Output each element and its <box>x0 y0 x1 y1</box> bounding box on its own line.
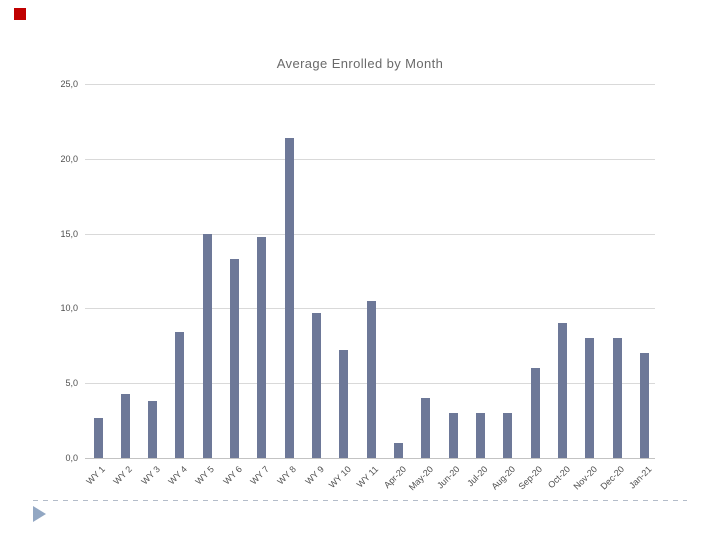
chart-title: Average Enrolled by Month <box>276 56 444 71</box>
chart-bar-wy-4 <box>175 332 184 458</box>
chart-bar-oct-20 <box>558 323 567 458</box>
chart-bar-wy-5 <box>203 234 212 458</box>
x-axis-tick-label: Nov-20 <box>571 464 600 492</box>
x-axis-tick-label: WY 1 <box>84 464 108 487</box>
chart-bar-aug-20 <box>503 413 512 458</box>
chart-bar-apr-20 <box>394 443 403 458</box>
x-axis-tick-label: Jul-20 <box>465 464 491 489</box>
y-axis-tick-label: 15,0 <box>60 229 78 239</box>
chart-bar-sep-20 <box>531 368 540 458</box>
chart-bar-jul-20 <box>476 413 485 458</box>
x-axis-tick-label: WY 8 <box>275 464 299 487</box>
y-axis-tick-label: 20,0 <box>60 154 78 164</box>
gridline <box>85 234 655 235</box>
x-axis-tick-label: WY 5 <box>193 464 217 487</box>
y-axis-tick-label: 5,0 <box>65 378 78 388</box>
x-axis-tick-label: May-20 <box>406 464 436 493</box>
x-axis-tick-label: Jun-20 <box>435 464 463 491</box>
x-axis-line <box>85 458 655 459</box>
y-axis-tick-label: 10,0 <box>60 303 78 313</box>
chart-bar-wy-11 <box>367 301 376 458</box>
x-axis-tick-label: Oct-20 <box>545 464 573 491</box>
y-axis-tick-label: 0,0 <box>65 453 78 463</box>
x-axis-tick-label: Apr-20 <box>381 464 409 491</box>
x-axis-tick-label: WY 3 <box>139 464 163 487</box>
x-axis-tick-label: Sep-20 <box>516 464 545 492</box>
chart-bar-jan-21 <box>640 353 649 458</box>
x-axis-tick-label: Aug-20 <box>489 464 518 492</box>
play-triangle-bullet-icon <box>33 506 46 522</box>
x-axis-tick-label: Jan-21 <box>627 464 655 491</box>
chart-bar-wy-3 <box>148 401 157 458</box>
chart-bar-wy-8 <box>285 138 294 458</box>
slide-divider-dashed-line <box>33 500 687 501</box>
y-axis-tick-label: 25,0 <box>60 79 78 89</box>
x-axis-tick-label: WY 10 <box>327 464 354 491</box>
x-axis-tick-label: WY 4 <box>166 464 190 487</box>
chart-bar-dec-20 <box>613 338 622 458</box>
chart-bar-jun-20 <box>449 413 458 458</box>
x-axis-tick-label: WY 9 <box>303 464 327 487</box>
chart-bar-wy-7 <box>257 237 266 458</box>
chart-bar-nov-20 <box>585 338 594 458</box>
x-axis-tick-label: WY 11 <box>354 464 381 490</box>
chart-bar-wy-6 <box>230 259 239 458</box>
chart-bar-wy-1 <box>94 418 103 458</box>
chart-bar-wy-9 <box>312 313 321 458</box>
x-axis-tick-label: WY 2 <box>111 464 135 487</box>
gridline <box>85 84 655 85</box>
x-axis-tick-label: WY 6 <box>221 464 245 487</box>
x-axis-tick-label: Dec-20 <box>598 464 627 492</box>
chart-bar-wy-2 <box>121 394 130 458</box>
gridline <box>85 159 655 160</box>
chart-bar-may-20 <box>421 398 430 458</box>
red-square-marker <box>14 8 26 20</box>
chart-bar-wy-10 <box>339 350 348 458</box>
x-axis-tick-label: WY 7 <box>248 464 272 487</box>
